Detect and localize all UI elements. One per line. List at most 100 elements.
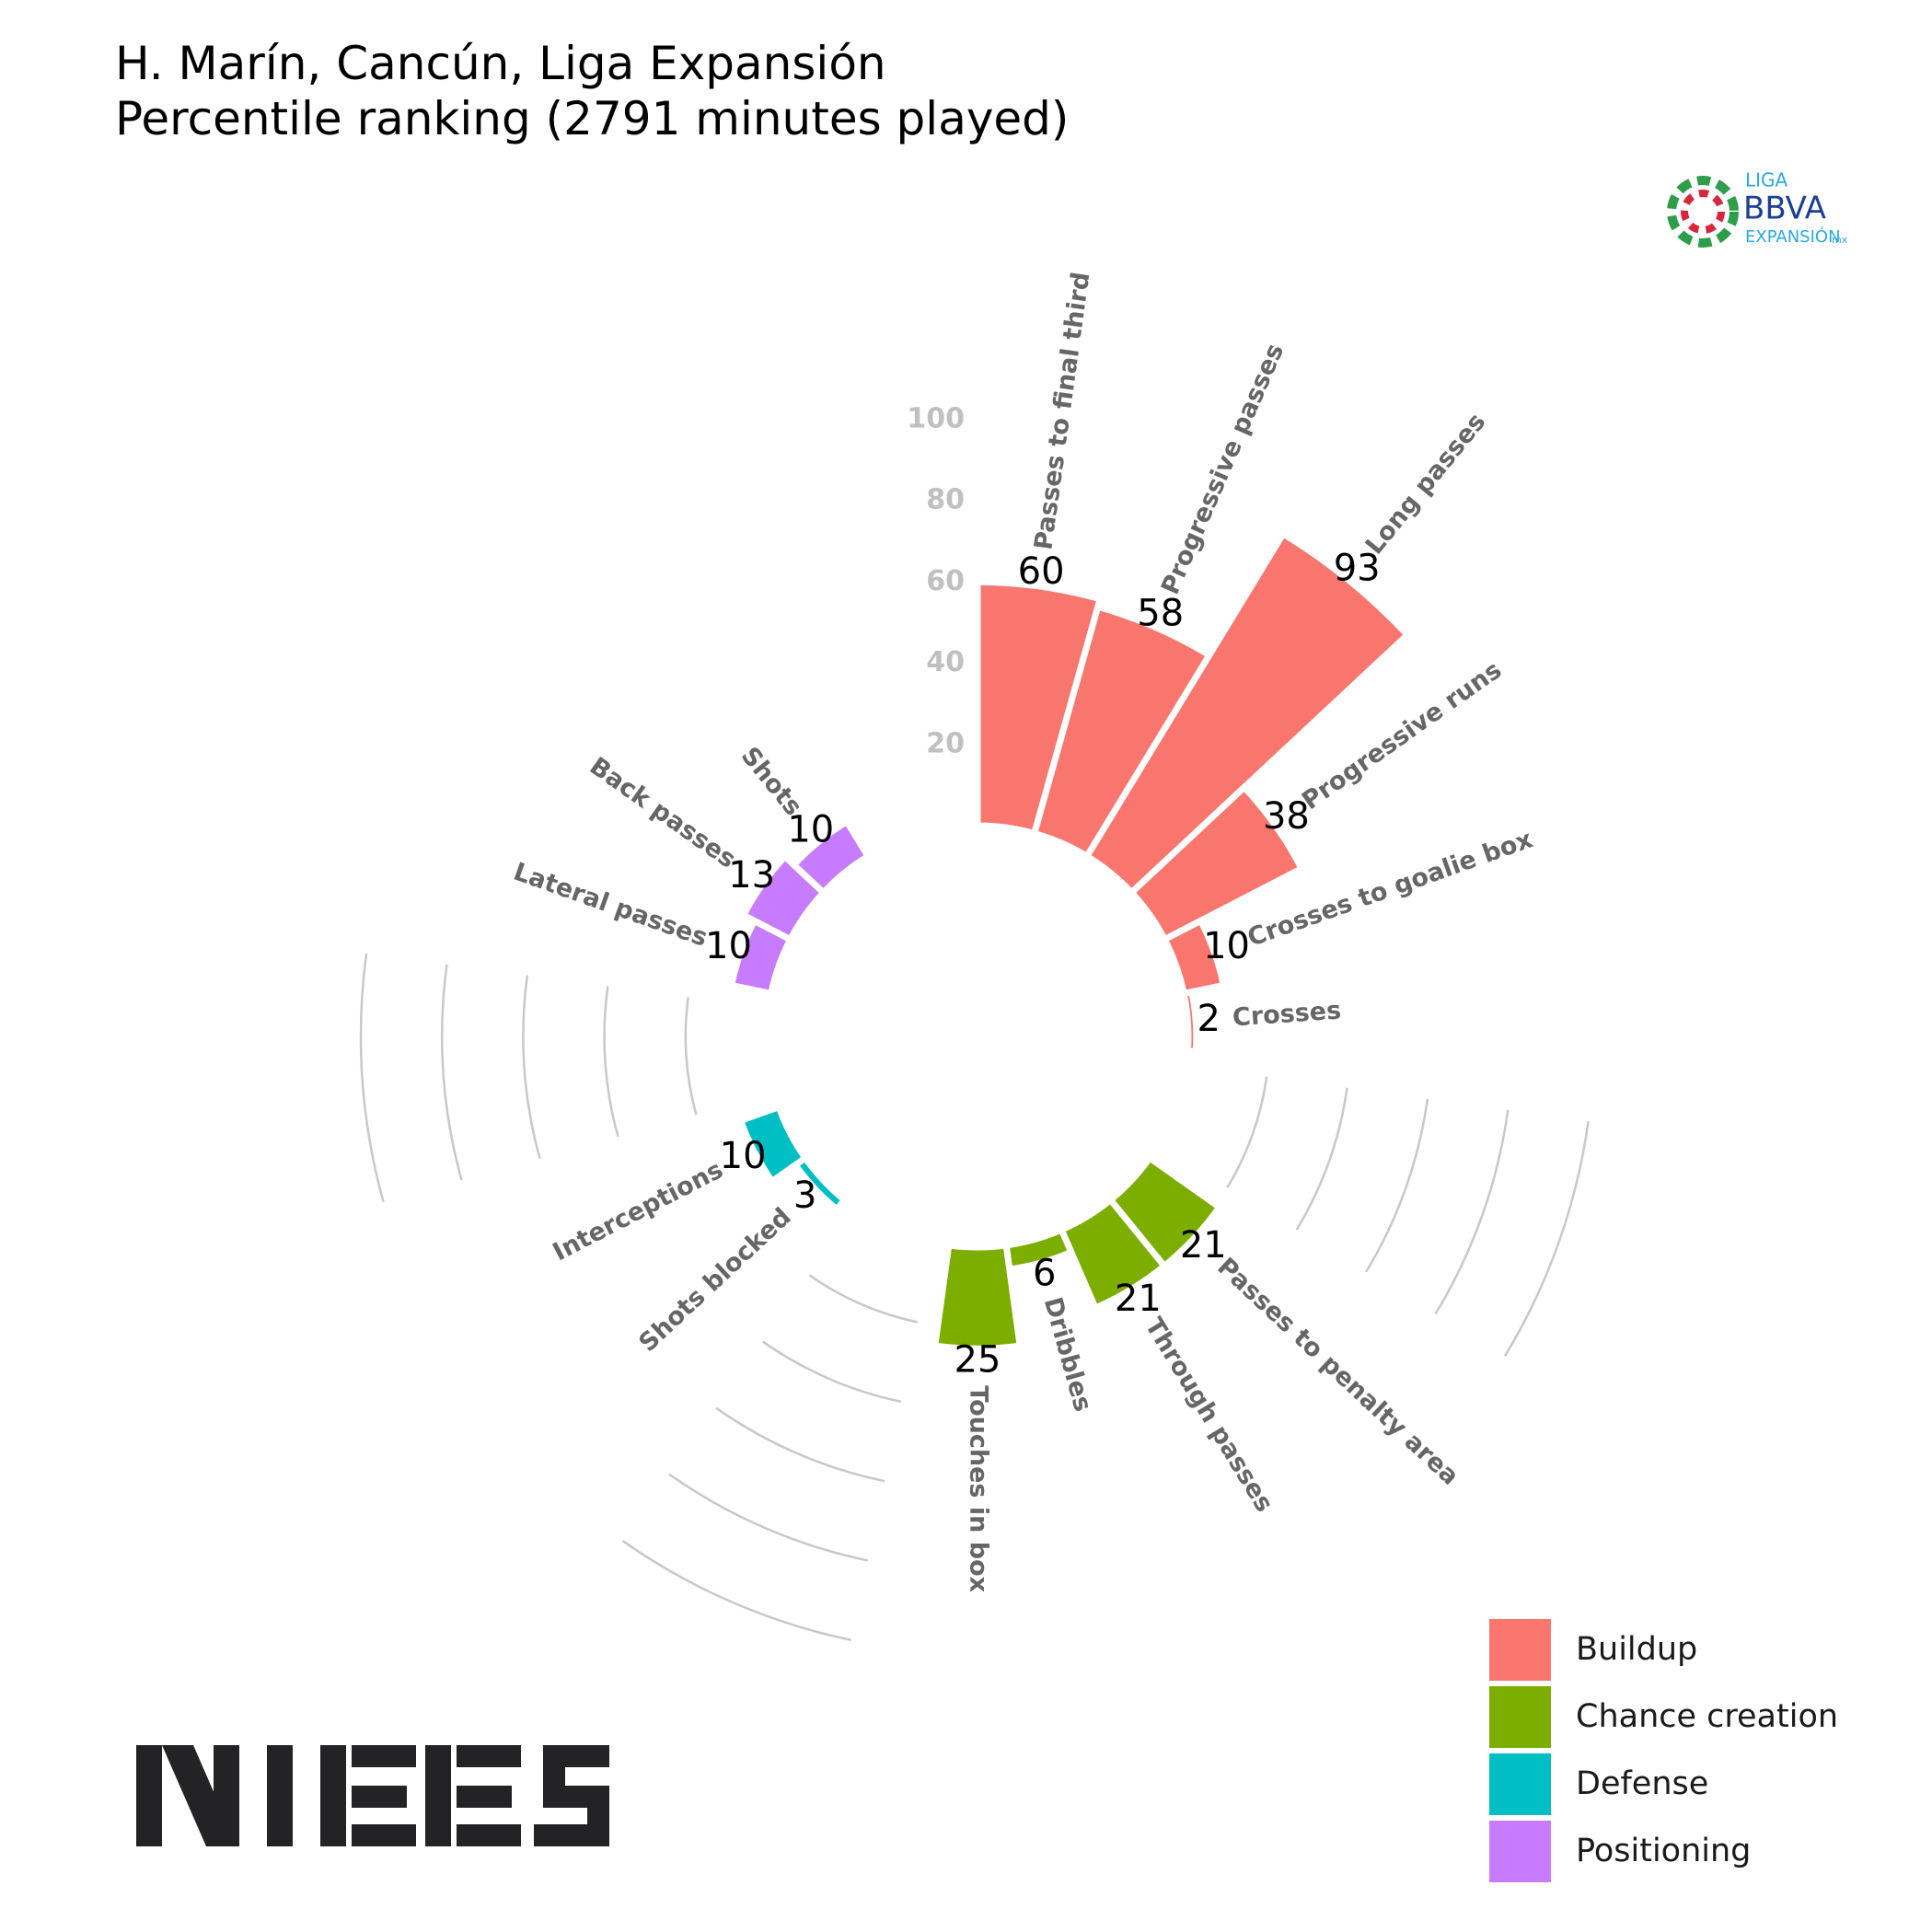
legend-swatch bbox=[1489, 1821, 1551, 1882]
logo-text: mx bbox=[1832, 234, 1848, 246]
grid-arc bbox=[604, 1061, 619, 1138]
category-label: Crosses bbox=[1232, 997, 1342, 1033]
bar bbox=[1180, 988, 1200, 1055]
liga-logo: LIGA BBVA EXPANSIÓN mx bbox=[1667, 169, 1848, 248]
grid-arc bbox=[1557, 1121, 1590, 1244]
bar bbox=[1057, 1195, 1169, 1313]
chart-title: H. Marín, Cancún, Liga Expansión bbox=[115, 37, 886, 90]
grid-arc bbox=[440, 964, 448, 1073]
logo-shape bbox=[534, 1745, 609, 1846]
grid-arc bbox=[1404, 1098, 1429, 1189]
grid-arc bbox=[1481, 1109, 1510, 1217]
bar bbox=[974, 578, 1105, 838]
grid-arc bbox=[361, 1078, 385, 1203]
value-label: 3 bbox=[793, 1174, 816, 1217]
category-label: Dribbles bbox=[1038, 1294, 1097, 1415]
grid-arc bbox=[861, 1302, 919, 1324]
grid-arc bbox=[731, 1601, 851, 1642]
legend-label: Chance creation bbox=[1576, 1698, 1838, 1735]
value-label: 10 bbox=[1203, 925, 1250, 967]
category-label: Long passes bbox=[1360, 408, 1492, 560]
grid-arc bbox=[795, 1452, 885, 1483]
grid-arc bbox=[522, 975, 529, 1068]
legend-swatch bbox=[1489, 1753, 1551, 1815]
logo-shape bbox=[352, 1745, 416, 1767]
grid-arc bbox=[1251, 1076, 1268, 1135]
grid-arc bbox=[715, 1406, 797, 1454]
nies-logo bbox=[136, 1745, 609, 1846]
logo-text: LIGA bbox=[1745, 169, 1788, 191]
legend-label: Defense bbox=[1576, 1765, 1708, 1802]
legend-swatch bbox=[1489, 1619, 1551, 1681]
logo-shape bbox=[425, 1745, 451, 1846]
category-label: Shots bbox=[735, 742, 807, 821]
grid-arc bbox=[359, 953, 368, 1079]
value-label: 21 bbox=[1115, 1278, 1162, 1320]
grid-arc bbox=[763, 1526, 869, 1562]
bar bbox=[1030, 602, 1214, 862]
logo-shape bbox=[136, 1745, 162, 1846]
category-label: Touches in box bbox=[965, 1385, 993, 1592]
bar bbox=[1160, 916, 1228, 998]
value-label: 60 bbox=[1018, 550, 1065, 593]
logo-shape bbox=[457, 1745, 521, 1767]
bar bbox=[1127, 782, 1306, 944]
y-tick-label: 80 bbox=[926, 484, 965, 516]
y-tick-label: 20 bbox=[926, 727, 965, 759]
grid-arc bbox=[808, 1274, 862, 1306]
value-label: 13 bbox=[728, 854, 775, 897]
y-tick-label: 40 bbox=[926, 646, 965, 678]
grid-arc bbox=[827, 1377, 902, 1404]
grid-arc bbox=[761, 1340, 829, 1380]
grid-arc bbox=[603, 986, 609, 1062]
logo-shape bbox=[352, 1786, 407, 1808]
legend-label: Positioning bbox=[1576, 1833, 1751, 1869]
bar bbox=[1082, 529, 1413, 897]
logo-text: EXPANSIÓN bbox=[1745, 226, 1841, 247]
value-label: 10 bbox=[720, 1135, 767, 1177]
value-label: 25 bbox=[954, 1338, 1001, 1381]
value-label: 38 bbox=[1263, 795, 1310, 838]
logo-shape bbox=[267, 1745, 293, 1846]
logo-shape bbox=[352, 1824, 416, 1846]
grid-arc bbox=[685, 1056, 698, 1116]
value-label: 10 bbox=[787, 808, 834, 850]
bar bbox=[736, 1103, 810, 1186]
category-label: Back passes bbox=[584, 752, 741, 874]
grid-arc bbox=[621, 1539, 733, 1603]
value-label: 58 bbox=[1137, 593, 1184, 635]
category-label: Shots blocked bbox=[633, 1203, 796, 1358]
value-label: 93 bbox=[1334, 547, 1381, 589]
legend-swatch bbox=[1489, 1686, 1551, 1748]
logo-shape bbox=[457, 1786, 512, 1808]
logo-shape bbox=[214, 1745, 239, 1846]
category-label: Interceptions bbox=[549, 1155, 728, 1267]
grid-arc bbox=[442, 1072, 463, 1181]
grid-arc bbox=[1327, 1087, 1348, 1163]
grid-arc bbox=[1503, 1242, 1560, 1357]
grid-arc bbox=[523, 1067, 541, 1159]
logo-ring bbox=[1667, 176, 1739, 248]
category-label: Lateral passes bbox=[510, 858, 711, 953]
logo-shape bbox=[320, 1745, 346, 1846]
grid-arc bbox=[668, 1473, 765, 1529]
logo-shape bbox=[457, 1824, 521, 1846]
category-label: Through passes bbox=[1139, 1313, 1278, 1517]
bar bbox=[931, 1241, 1024, 1352]
value-label: 6 bbox=[1033, 1252, 1056, 1294]
logo-ring bbox=[1681, 190, 1725, 234]
value-label: 2 bbox=[1197, 998, 1221, 1040]
value-label: 21 bbox=[1180, 1224, 1227, 1267]
chart-subtitle: Percentile ranking (2791 minutes played) bbox=[115, 92, 1069, 145]
legend-label: Buildup bbox=[1576, 1631, 1697, 1668]
bar bbox=[789, 816, 873, 897]
grid-arc bbox=[1226, 1133, 1255, 1189]
logo-text: BBVA bbox=[1743, 191, 1826, 227]
grid-arc bbox=[1295, 1161, 1331, 1231]
grid-arc bbox=[1434, 1215, 1484, 1315]
y-tick-label: 60 bbox=[926, 565, 965, 597]
category-label: Passes to final third bbox=[1029, 271, 1095, 552]
y-tick-label: 100 bbox=[907, 403, 965, 435]
grid-arc bbox=[1365, 1187, 1407, 1273]
